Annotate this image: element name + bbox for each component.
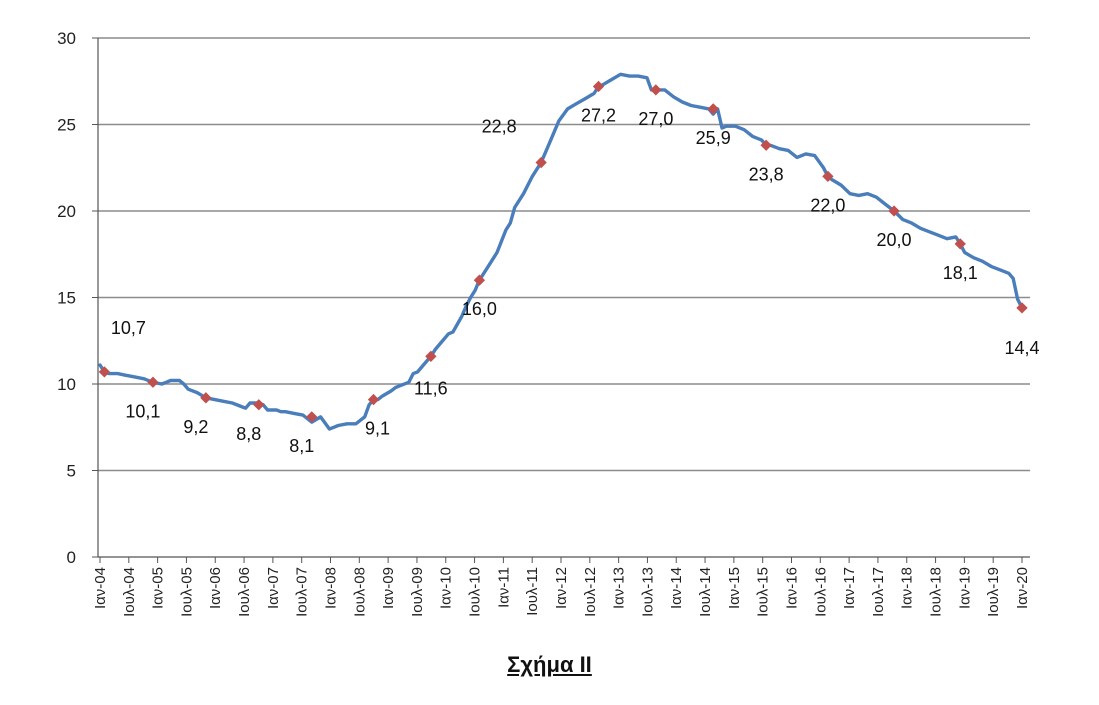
y-tick-label: 10 [57, 375, 76, 394]
data-label: 14,4 [1004, 338, 1039, 358]
data-label: 9,1 [365, 419, 390, 439]
x-tick-label: Ιαν-20 [1014, 567, 1031, 609]
x-tick-label: Ιαν-08 [322, 567, 339, 609]
data-label: 23,8 [749, 164, 784, 184]
x-tick-label: Ιουλ-16 [812, 567, 829, 617]
x-tick-label: Ιουλ-09 [409, 567, 426, 617]
data-label: 8,1 [289, 436, 314, 456]
y-tick-label: 30 [57, 29, 76, 48]
x-tick-label: Ιαν-14 [668, 567, 685, 609]
x-tick-label: Ιουλ-07 [294, 567, 311, 617]
data-marker [954, 238, 966, 250]
data-labels: 10,7 10,1 9,2 8,8 8,1 9,1 11,6 16,0 22,8 27,2 27,0… [111, 105, 1040, 455]
x-axis-ticks: Ιαν-04 Ιουλ-04 Ιαν-05 Ιουλ-05 Ιαν-06 Ιουλ-06 Ι… [92, 557, 1031, 617]
y-tick-label: 25 [57, 116, 76, 135]
x-tick-label: Ιουλ-14 [697, 567, 714, 617]
series-path [98, 72, 1024, 431]
data-label: 22,8 [482, 117, 517, 137]
data-markers [98, 80, 1028, 423]
x-tick-label: Ιαν-17 [841, 567, 858, 609]
gridlines [98, 37, 1030, 472]
x-tick-label: Ιαν-06 [207, 567, 224, 609]
data-marker [888, 205, 900, 217]
y-tick-label: 15 [57, 289, 76, 308]
x-tick-label: Ιαν-13 [611, 567, 628, 609]
x-tick-label: Ιουλ-04 [121, 567, 138, 617]
x-tick-label: Ιουλ-08 [351, 567, 368, 617]
data-marker [306, 411, 318, 423]
data-marker [760, 139, 772, 151]
x-tick-label: Ιαν-18 [899, 567, 916, 609]
data-label: 8,8 [236, 424, 261, 444]
y-tick-label: 20 [57, 202, 76, 221]
data-label: 27,2 [581, 105, 616, 125]
data-marker [1016, 302, 1028, 314]
x-tick-label: Ιουλ-12 [582, 567, 599, 617]
caption-text: Σχήμα ΙΙ [507, 652, 592, 677]
series-line [98, 72, 1024, 431]
data-label: 20,0 [877, 230, 912, 250]
data-marker [147, 376, 159, 388]
data-label: 10,1 [125, 401, 160, 421]
x-tick-label: Ιουλ-15 [755, 567, 772, 617]
data-label: 11,6 [414, 378, 448, 398]
data-marker [367, 393, 380, 406]
data-label: 27,0 [638, 109, 673, 129]
data-marker [822, 170, 834, 183]
data-label: 10,7 [111, 318, 146, 338]
x-tick-label: Ιουλ-17 [870, 567, 887, 617]
data-marker [535, 156, 547, 169]
y-tick-label: 5 [67, 462, 76, 481]
x-tick-label: Ιουλ-10 [467, 567, 484, 617]
x-tick-label: Ιουλ-11 [524, 567, 541, 616]
data-label: 25,9 [696, 128, 731, 148]
data-label: 9,2 [183, 417, 208, 437]
data-marker [473, 274, 486, 286]
x-tick-label: Ιαν-10 [438, 567, 455, 609]
x-tick-label: Ιαν-11 [495, 567, 512, 608]
x-tick-label: Ιουλ-06 [236, 567, 253, 617]
x-tick-label: Ιαν-05 [150, 567, 167, 609]
x-tick-label: Ιουλ-19 [985, 567, 1002, 617]
x-tick-label: Ιαν-07 [265, 567, 282, 609]
axes [92, 37, 1030, 558]
x-tick-label: Ιαν-19 [956, 567, 973, 609]
x-tick-label: Ιουλ-05 [178, 567, 195, 617]
data-marker [425, 350, 437, 362]
x-tick-label: Ιουλ-18 [928, 567, 945, 617]
data-marker [650, 84, 662, 96]
data-label: 22,0 [810, 195, 845, 215]
y-tick-label: 0 [67, 548, 76, 567]
x-tick-label: Ιαν-09 [380, 567, 397, 609]
data-marker [200, 392, 212, 404]
x-tick-label: Ιαν-12 [553, 567, 570, 609]
x-tick-label: Ιουλ-13 [639, 567, 656, 617]
data-marker [253, 399, 265, 411]
x-tick-label: Ιαν-16 [783, 567, 800, 609]
figure-caption: Σχήμα ΙΙ [0, 652, 1099, 678]
x-tick-label: Ιαν-04 [92, 567, 109, 609]
data-label: 18,1 [943, 263, 978, 283]
y-axis-ticks: 0 5 10 15 20 25 30 [57, 29, 76, 567]
data-label: 16,0 [462, 299, 497, 319]
x-tick-label: Ιαν-15 [726, 567, 743, 609]
